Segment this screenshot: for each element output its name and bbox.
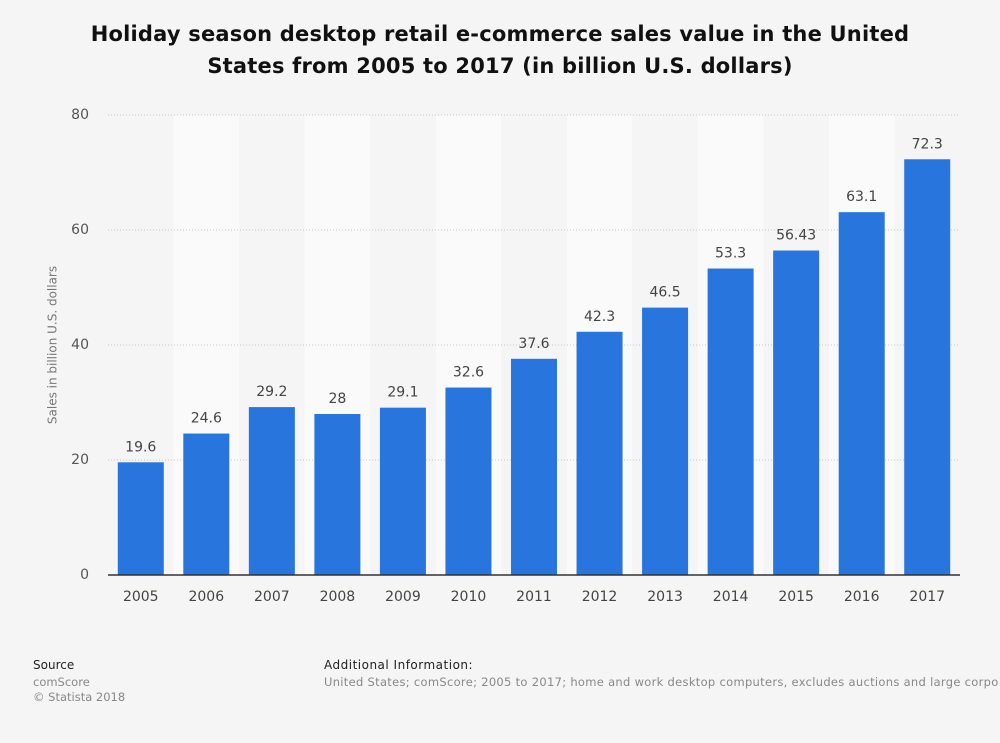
- bar: [117, 462, 164, 575]
- bar: [904, 159, 951, 575]
- value-label: 56.43: [776, 228, 816, 244]
- x-tick-label: 2016: [844, 589, 880, 605]
- x-tick-label: 2012: [582, 589, 618, 605]
- x-tick-label: 2008: [320, 589, 356, 605]
- bar: [707, 268, 754, 575]
- value-label: 29.2: [256, 384, 287, 400]
- y-tick-label: 40: [71, 337, 89, 353]
- x-tick-label: 2010: [451, 589, 487, 605]
- x-tick-label: 2013: [647, 589, 683, 605]
- bar: [183, 433, 230, 575]
- y-tick-label: 20: [71, 452, 89, 468]
- info: United States; comScore; 2005 to 2017; h…: [324, 675, 999, 689]
- source: comScore: [33, 675, 90, 689]
- bar: [379, 407, 426, 575]
- bar: [642, 307, 689, 575]
- value-label: 28: [328, 391, 346, 407]
- x-tick-label: 2006: [188, 589, 224, 605]
- value-label: 42.3: [584, 309, 615, 325]
- info-heading: Additional Information:: [324, 658, 474, 672]
- value-label: 63.1: [846, 189, 877, 205]
- bar: [838, 212, 885, 576]
- bar: [773, 250, 820, 575]
- bar: [248, 407, 295, 575]
- value-label: 37.6: [518, 336, 549, 352]
- value-label: 32.6: [453, 365, 484, 381]
- x-tick-label: 2011: [516, 589, 552, 605]
- x-tick-label: 2017: [909, 589, 945, 605]
- value-label: 29.1: [387, 385, 418, 401]
- y-tick-label: 0: [80, 567, 89, 583]
- value-label: 24.6: [191, 411, 222, 427]
- bar: [511, 358, 557, 575]
- bar: [445, 387, 492, 575]
- x-tick-label: 2007: [254, 589, 290, 605]
- x-tick-label: 2005: [123, 589, 159, 605]
- value-label: 46.5: [649, 285, 680, 301]
- y-tick-label: 60: [71, 222, 89, 238]
- value-label: 19.6: [125, 439, 156, 455]
- value-label: 72.3: [912, 136, 943, 152]
- source-heading: Source: [33, 658, 75, 672]
- bar: [314, 414, 361, 575]
- y-tick-label: 80: [71, 107, 89, 123]
- chart-title: Holiday season desktop retail e-commerce…: [90, 22, 910, 78]
- bar: [576, 331, 623, 575]
- x-tick-label: 2015: [778, 589, 814, 605]
- copyright: © Statista 2018: [33, 690, 126, 704]
- value-label: 53.3: [715, 246, 746, 262]
- x-tick-label: 2009: [385, 589, 421, 605]
- x-tick-label: 2014: [713, 589, 749, 605]
- y-axis-label: Sales in billion U.S. dollars: [46, 266, 60, 424]
- chart: 0 20 40 60 80 Sales in billion U.S. dollars 20…: [46, 107, 960, 605]
